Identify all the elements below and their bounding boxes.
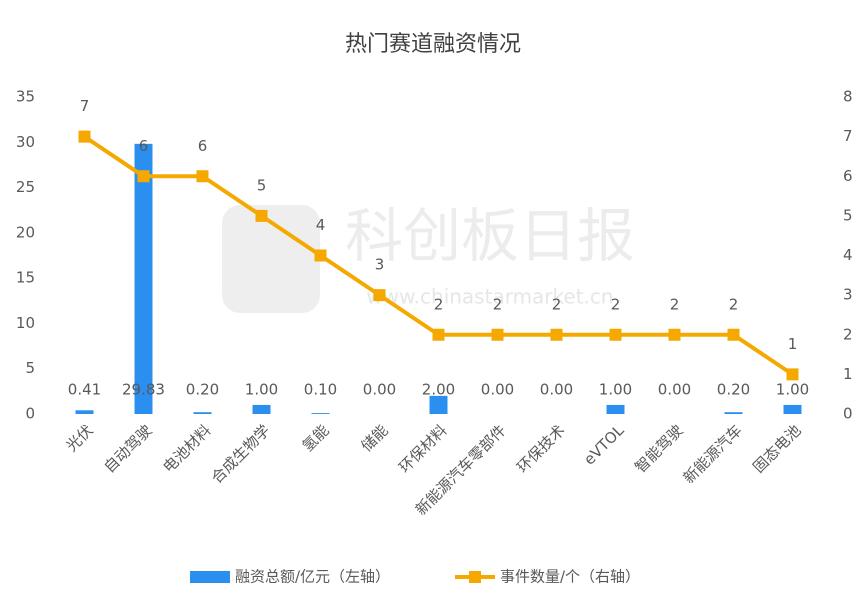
bar (75, 410, 94, 414)
x-tick-label: 新能源汽车 (680, 421, 746, 487)
bar (193, 412, 212, 414)
chart-title: 热门赛道融资情况 (345, 32, 521, 57)
x-tick-label: eVTOL (580, 421, 628, 469)
x-tick-label: 环保材料 (395, 421, 450, 476)
line-value-label: 2 (434, 295, 444, 313)
y-tick-label: 5 (25, 359, 35, 377)
bar (724, 412, 743, 414)
x-tick-label: 自动驾驶 (100, 421, 155, 476)
line-marker (727, 328, 740, 341)
y2-tick-label: 8 (843, 88, 853, 106)
bar-value-label: 1.00 (599, 381, 632, 399)
line-value-label: 2 (729, 295, 739, 313)
line-marker (609, 328, 622, 341)
x-tick-label: 固态电池 (749, 421, 804, 476)
y2-tick-label: 5 (843, 206, 853, 224)
line-value-label: 4 (316, 216, 326, 234)
line-marker (373, 289, 386, 302)
y2-tick-label: 3 (843, 286, 853, 304)
bar-value-label: 0.00 (363, 381, 396, 399)
watermark-url: www.chinastarmarket.cn (366, 285, 613, 309)
bar-value-label: 0.00 (481, 381, 514, 399)
line-value-label: 6 (198, 137, 208, 155)
legend-label: 事件数量/个（右轴） (500, 568, 640, 586)
line-marker (668, 328, 681, 341)
x-tick-label: 合成生物学 (208, 421, 274, 487)
line-value-label: 1 (788, 335, 798, 353)
line-value-label: 2 (493, 295, 503, 313)
bar-value-label: 1.00 (776, 381, 809, 399)
y2-tick-label: 0 (843, 405, 853, 423)
line-value-label: 2 (552, 295, 562, 313)
line-marker (550, 328, 563, 341)
x-tick-label: 氢能 (299, 421, 333, 455)
y-tick-label: 30 (16, 133, 35, 151)
line-marker (137, 170, 150, 183)
bar-value-label: 29.83 (122, 381, 165, 399)
line-marker (78, 130, 91, 143)
legend-label: 融资总额/亿元（左轴） (235, 568, 390, 586)
y-tick-label: 20 (16, 223, 35, 241)
legend-swatch (469, 571, 481, 583)
bar-value-label: 0.00 (540, 381, 573, 399)
bar (252, 404, 271, 414)
line-marker (491, 328, 504, 341)
bar (429, 395, 448, 414)
watermark-logo (222, 205, 320, 313)
y-tick-label: 0 (25, 405, 35, 423)
line-marker (314, 249, 327, 262)
bar (606, 404, 625, 414)
line-value-label: 7 (80, 97, 90, 115)
bar-value-label: 1.00 (245, 381, 278, 399)
line-marker (432, 328, 445, 341)
legend-swatch (190, 571, 230, 583)
x-tick-label: 环保技术 (513, 421, 568, 476)
line-marker (196, 170, 209, 183)
watermark-title: 科创板日报 (345, 202, 635, 270)
y-tick-label: 35 (16, 88, 35, 106)
y2-tick-label: 7 (843, 127, 853, 145)
bar-value-label: 0.10 (304, 381, 337, 399)
bar (311, 413, 330, 414)
line-value-label: 5 (257, 176, 267, 194)
y-tick-label: 15 (16, 269, 35, 287)
bar-value-label: 2.00 (422, 381, 455, 399)
line-value-label: 2 (670, 295, 680, 313)
y2-tick-label: 1 (843, 365, 853, 383)
x-tick-label: 电池材料 (159, 421, 214, 476)
x-tick-label: 光伏 (63, 421, 97, 455)
bar-value-label: 0.20 (186, 381, 219, 399)
y2-tick-label: 6 (843, 167, 853, 185)
line-marker (255, 209, 268, 222)
x-tick-label: 智能驾驶 (631, 421, 686, 476)
bar-value-label: 0.41 (68, 381, 101, 399)
line-value-label: 6 (139, 137, 149, 155)
y2-tick-label: 4 (843, 246, 853, 264)
line-value-label: 3 (375, 256, 385, 274)
bar (134, 143, 153, 414)
line-value-label: 2 (611, 295, 621, 313)
bar (783, 404, 802, 414)
x-tick-label: 储能 (358, 421, 392, 455)
y-tick-label: 25 (16, 178, 35, 196)
line-marker (786, 368, 799, 381)
y-tick-label: 10 (16, 314, 35, 332)
bar-value-label: 0.20 (717, 381, 750, 399)
bar-value-label: 0.00 (658, 381, 691, 399)
y2-tick-label: 2 (843, 325, 853, 343)
